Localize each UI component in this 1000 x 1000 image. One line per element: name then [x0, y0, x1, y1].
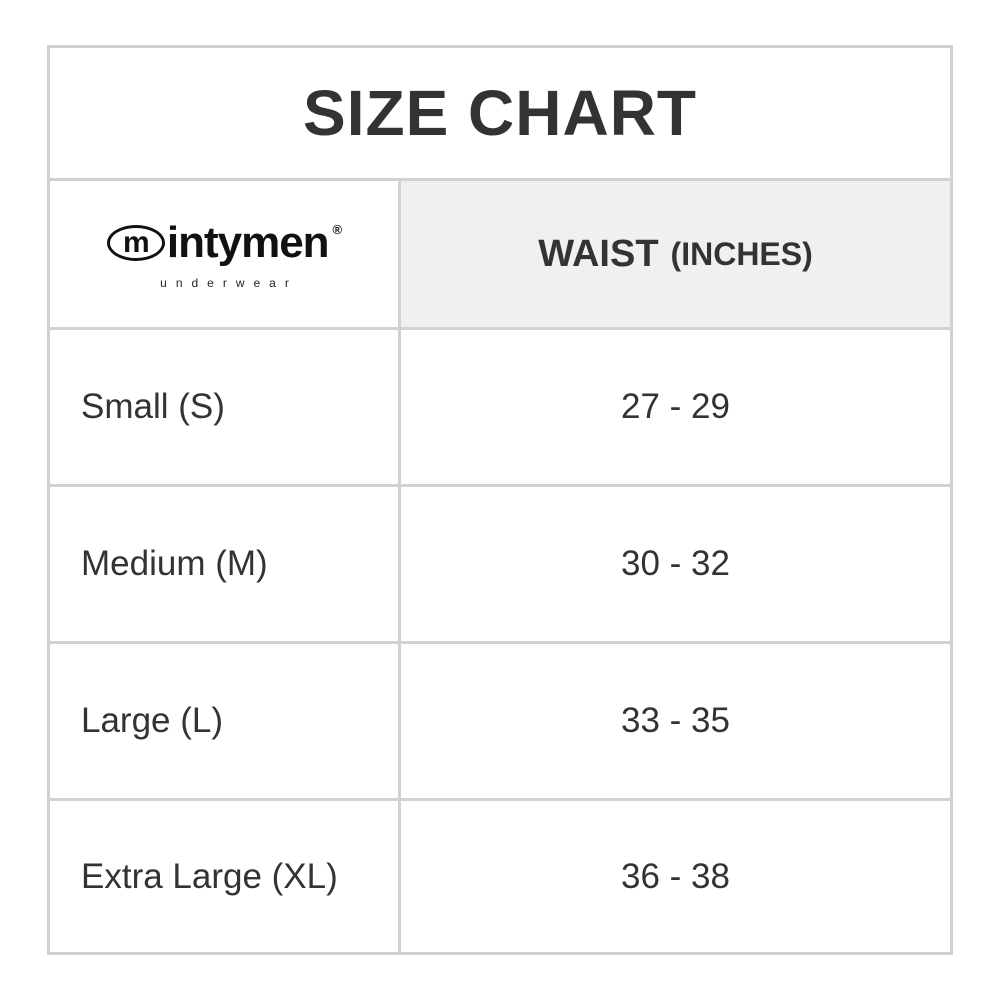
size-label: Extra Large (XL) — [81, 856, 338, 896]
size-label: Small (S) — [81, 387, 225, 426]
size-label: Medium (M) — [81, 544, 268, 583]
logo-tagline: underwear — [160, 276, 298, 290]
logo-wordmark: m intymen ® — [106, 218, 342, 268]
size-label: Large (L) — [81, 701, 224, 740]
waist-value: 27 - 29 — [621, 387, 730, 426]
column-divider — [398, 178, 401, 952]
divider — [50, 484, 950, 487]
divider — [50, 641, 950, 644]
waist-value: 30 - 32 — [621, 544, 730, 583]
chart-title: SIZE CHART — [303, 77, 697, 149]
divider — [50, 798, 950, 801]
size-chart-table: SIZE CHART m intymen ® underwear WAIST (I… — [47, 45, 953, 955]
divider — [50, 178, 950, 181]
brand-logo: m intymen ® underwear — [50, 181, 398, 327]
waist-header: WAIST (INCHES) — [401, 181, 950, 327]
divider — [50, 327, 950, 330]
waist-value: 36 - 38 — [621, 856, 730, 896]
waist-value: 33 - 35 — [621, 701, 730, 740]
logo-mark-icon: m — [106, 225, 165, 261]
